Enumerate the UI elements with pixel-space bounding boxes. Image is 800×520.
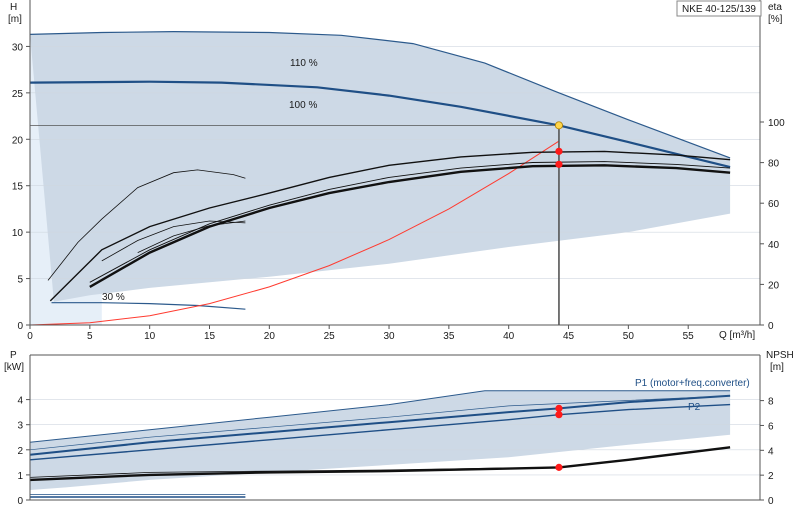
- head-y-tick-label: 10: [12, 228, 24, 239]
- head-y-tick-label: 5: [17, 275, 23, 286]
- eta-curve-low-b: [101, 220, 246, 262]
- label-30-percent: 30 %: [102, 292, 125, 303]
- npsh-y-tick-label: 2: [768, 471, 774, 482]
- power-panel: 0 1 2 3 4 0 2 4 6 8 P [kW] NPSH [m] P1 (motor+fre…: [4, 350, 794, 507]
- flow-x-tick-label: 45: [563, 331, 575, 342]
- head-axis-unit: [m]: [8, 14, 22, 25]
- power-axis-label: P: [10, 350, 17, 361]
- flow-x-tick-label: 30: [383, 331, 395, 342]
- head-curves: [29, 30, 731, 326]
- eta-y-tick-label: 100: [768, 118, 785, 129]
- npsh-y-tick-label: 0: [768, 496, 774, 507]
- eta-curve-low-a: [47, 169, 246, 281]
- power-y-tick-label: 4: [17, 396, 23, 407]
- eta-marker: [555, 147, 563, 155]
- flow-x-tick-label: 25: [324, 331, 336, 342]
- head-markers: [554, 121, 563, 168]
- head-y-tick-label: 0: [17, 321, 23, 332]
- eta-marker: [555, 160, 563, 168]
- power-axes: 0 1 2 3 4 0 2 4 6 8: [17, 354, 774, 507]
- p1-max-curve: [29, 390, 731, 443]
- head-axes: 0 5 10 15 20 25 30 0 20 40 60 80 100 0 5 10 15 20 25 30 35 40…: [12, 0, 785, 342]
- power-y-tick-label: 3: [17, 421, 23, 432]
- eta-curve-nominal: [89, 164, 731, 288]
- head-curve-100-percent: [29, 80, 731, 169]
- flow-x-tick-label: 0: [27, 331, 33, 342]
- power-y-tick-label: 2: [17, 446, 23, 457]
- power-marker: [555, 463, 563, 471]
- eta-y-tick-label: 80: [768, 159, 780, 170]
- label-110-percent: 110 %: [290, 58, 318, 69]
- eta-axis-label: eta: [768, 2, 782, 13]
- chart-title: NKE 40-125/139: [682, 4, 756, 15]
- head-curve-30-percent: [51, 302, 246, 310]
- flow-x-tick-label: 50: [623, 331, 635, 342]
- power-marker: [555, 411, 563, 419]
- npsh-curve: [29, 446, 731, 482]
- flow-x-tick-label: 15: [204, 331, 216, 342]
- p2-legend-label: P2: [688, 402, 701, 413]
- power-y-tick-label: 0: [17, 496, 23, 507]
- eta-y-tick-label: 0: [768, 321, 774, 332]
- eta-y-tick-label: 60: [768, 199, 780, 210]
- npsh-y-tick-label: 8: [768, 397, 774, 408]
- head-y-tick-label: 15: [12, 182, 24, 193]
- power-curves: [29, 390, 731, 498]
- flow-x-tick-label: 35: [443, 331, 455, 342]
- duty-point-marker: [554, 121, 563, 130]
- head-y-tick-label: 20: [12, 135, 24, 146]
- flow-axis-label: Q [m³/h]: [719, 330, 755, 341]
- head-curve-110-percent: [29, 30, 731, 159]
- title-box: NKE 40-125/139: [676, 0, 762, 17]
- label-100-percent: 100 %: [289, 100, 317, 111]
- p2-curve: [29, 403, 731, 461]
- eta-y-tick-label: 40: [768, 240, 780, 251]
- npsh-y-tick-label: 4: [768, 446, 774, 457]
- npsh-y-tick-label: 6: [768, 421, 774, 432]
- npsh-partial-curve: [29, 467, 509, 478]
- flow-x-tick-label: 40: [503, 331, 515, 342]
- system-curve: [29, 140, 560, 326]
- flow-x-tick-label: 20: [264, 331, 276, 342]
- power-markers: [555, 404, 563, 471]
- power-y-tick-label: 1: [17, 471, 23, 482]
- eta-axis-unit: [%]: [768, 14, 783, 25]
- flow-x-tick-label: 55: [683, 331, 695, 342]
- power-marker: [555, 404, 563, 412]
- flow-x-tick-label: 10: [144, 331, 156, 342]
- eta-y-tick-label: 20: [768, 280, 780, 291]
- flow-x-tick-label: 5: [87, 331, 93, 342]
- npsh-axis-unit: [m]: [770, 362, 784, 373]
- eta-curve-partial: [89, 161, 731, 283]
- head-y-tick-label: 25: [12, 89, 24, 100]
- head-axis-label: H: [10, 2, 17, 13]
- head-panel: 0 5 10 15 20 25 30 0 20 40 60 80 100 0 5 10 15 20 25 30 35 40…: [8, 0, 785, 342]
- p1-curve: [29, 394, 731, 456]
- head-grid: [30, 46, 760, 279]
- npsh-axis-label: NPSH: [766, 350, 794, 361]
- power-axis-unit: [kW]: [4, 362, 24, 373]
- eta-curve-low-c: [137, 220, 246, 253]
- eta-curve-max: [49, 150, 731, 302]
- p1-legend-label: P1 (motor+freq.converter): [635, 378, 750, 389]
- head-operating-range: [30, 31, 731, 325]
- p1-partial-curve: [29, 395, 731, 451]
- head-y-tick-label: 30: [12, 42, 24, 53]
